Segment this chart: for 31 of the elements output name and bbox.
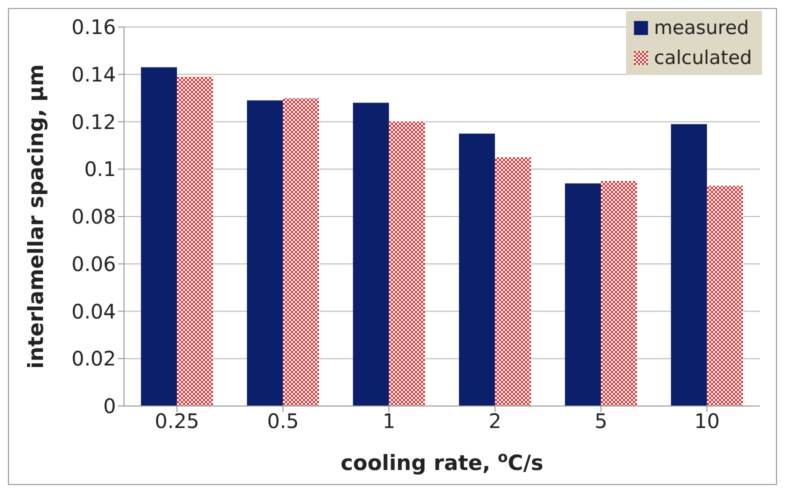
bar xyxy=(282,98,319,406)
y-tick-label: 0.08 xyxy=(71,204,116,229)
x-tick-label: 10 xyxy=(694,409,720,434)
bar xyxy=(246,100,283,406)
bar xyxy=(670,124,707,406)
y-tick-label: 0.16 xyxy=(71,15,116,40)
x-tick-label: 1 xyxy=(382,409,396,434)
bar xyxy=(176,76,213,406)
x-tick-label: 0.25 xyxy=(154,409,200,434)
bar xyxy=(600,180,637,406)
x-tick-label: 5 xyxy=(594,409,608,434)
y-tick-label: 0.1 xyxy=(84,157,116,182)
y-tick-label: 0 xyxy=(103,394,116,418)
bar xyxy=(494,157,531,406)
y-tick-label: 0.02 xyxy=(71,346,116,371)
x-axis-title: cooling rate, $^{o}$C/s xyxy=(340,448,544,475)
bar xyxy=(352,102,389,406)
x-tick-label: 2 xyxy=(488,409,502,434)
y-axis-title: interlamellar spacing, μm xyxy=(24,64,48,369)
y-tick-label: 0.14 xyxy=(71,62,116,86)
bar xyxy=(458,134,495,406)
y-tick-label: 0.12 xyxy=(71,110,116,134)
bar xyxy=(140,67,177,406)
y-tick-label: 0.06 xyxy=(71,252,116,276)
bar xyxy=(388,122,425,406)
x-tick-label: 0.5 xyxy=(267,409,299,434)
legend-label: calculated xyxy=(654,46,752,71)
bar xyxy=(706,186,743,406)
bar xyxy=(564,183,601,406)
y-tick-label: 0.04 xyxy=(71,299,116,324)
legend-label: measured xyxy=(654,16,749,41)
